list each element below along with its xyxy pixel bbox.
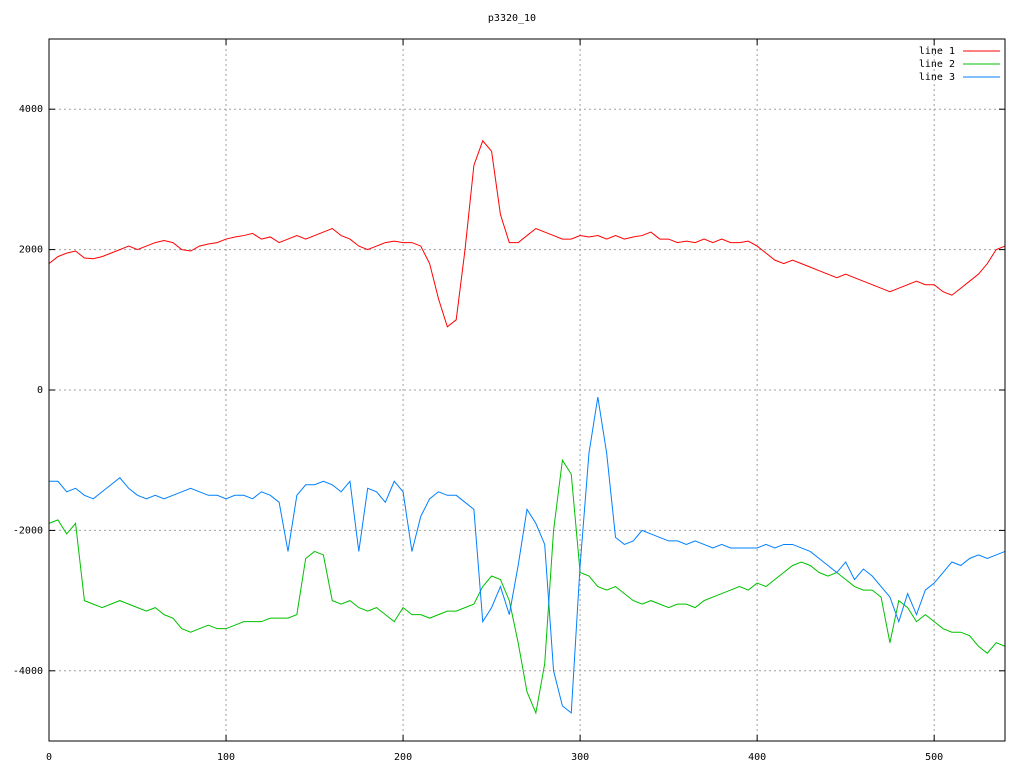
- x-tick-label: 300: [571, 752, 589, 763]
- series-line: [48, 458, 1006, 715]
- legend-label: line 2: [919, 59, 955, 70]
- y-tick-label: 0: [37, 385, 43, 396]
- x-tick-label: 200: [394, 752, 412, 763]
- x-tick-label: 400: [748, 752, 766, 763]
- chart-title: p3320_10: [488, 13, 536, 24]
- x-tick-label: 0: [46, 752, 52, 763]
- plot-border: [48, 38, 1006, 742]
- series-line: [48, 139, 1006, 328]
- legend-label: line 3: [919, 72, 955, 83]
- series-line: [49, 396, 1006, 714]
- y-tick-label: 4000: [19, 104, 43, 115]
- y-tick-label: -4000: [13, 666, 43, 677]
- x-tick-label: 500: [925, 752, 943, 763]
- x-tick-label: 100: [217, 752, 235, 763]
- y-tick-label: 2000: [19, 245, 43, 256]
- legend-label: line 1: [919, 46, 955, 57]
- y-tick-label: -2000: [13, 525, 43, 536]
